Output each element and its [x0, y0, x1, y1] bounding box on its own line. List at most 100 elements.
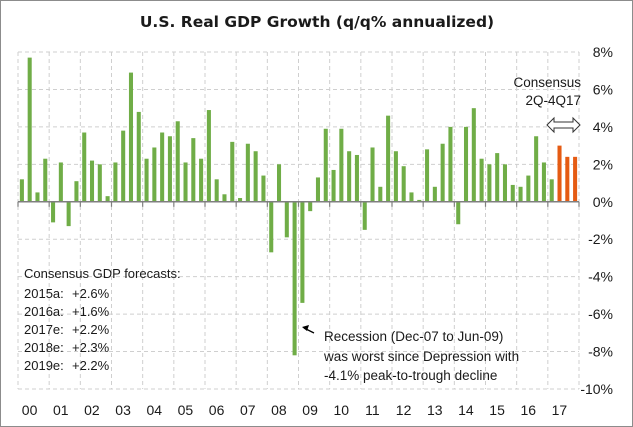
- x-tick-label: 00: [22, 402, 38, 418]
- bar-2017Q4: [573, 156, 578, 202]
- y-tick-label: -8%: [588, 344, 613, 360]
- bar-2009Q3: [315, 177, 321, 202]
- bar-2011Q3: [378, 186, 383, 202]
- bar-2007Q3: [253, 151, 258, 202]
- bar-2002Q3: [97, 164, 102, 202]
- bar-2011Q1: [362, 201, 367, 230]
- bar-2016Q1: [518, 186, 523, 202]
- bar-2004Q4: [167, 136, 172, 202]
- y-tick-label: -10%: [580, 381, 613, 397]
- x-tick-label: 07: [240, 402, 256, 418]
- bar-2016Q4: [541, 162, 546, 202]
- bar-2016Q3: [534, 136, 539, 202]
- bar-2005Q1: [175, 121, 180, 202]
- forecast-value: +2.3%: [72, 340, 110, 355]
- bar-2011Q2: [370, 147, 375, 202]
- forecast-value: +2.2%: [72, 322, 110, 337]
- bar-2015Q1: [487, 164, 492, 202]
- y-axis-ticks: 8% 6% 4% 2% 0% -2% -4% -6% -8% -10%: [580, 44, 613, 397]
- bar-2002Q1: [82, 132, 87, 202]
- x-tick-label: 10: [333, 402, 349, 418]
- gridlines: [17, 51, 580, 390]
- y-tick-label: -2%: [588, 231, 613, 247]
- bar-2010Q4: [354, 154, 359, 202]
- bars: [19, 57, 578, 356]
- bar-2003Q3: [128, 72, 134, 202]
- x-axis-ticks: 00 01 02 03 04 05 06 07 08 09 10 11 12 13 14 15 16 17: [22, 402, 568, 418]
- forecast-year: 2017e:: [24, 322, 64, 337]
- bar-2007Q4: [261, 175, 266, 202]
- bar-2002Q2: [89, 160, 95, 202]
- double-arrow-icon: [546, 116, 581, 134]
- consensus-label-line1: Consensus: [513, 75, 581, 90]
- chart-title: U.S. Real GDP Growth (q/q% annualized): [140, 13, 494, 31]
- x-tick-label: 14: [458, 402, 474, 418]
- bar-2005Q3: [191, 138, 196, 202]
- bar-2009Q4: [323, 128, 328, 202]
- x-tick-label: 02: [84, 402, 100, 418]
- x-tick-label: 13: [427, 402, 443, 418]
- bar-2000Q3: [35, 192, 40, 202]
- bar-2004Q2: [152, 147, 157, 202]
- forecasts-header: Consensus GDP forecasts:: [24, 266, 181, 281]
- bar-2005Q2: [183, 162, 188, 202]
- forecast-value: +2.2%: [72, 358, 110, 373]
- bar-2006Q4: [230, 141, 235, 202]
- y-tick-label: 4%: [593, 119, 613, 135]
- bar-2001Q3: [66, 201, 71, 227]
- bar-2006Q1: [206, 110, 211, 202]
- x-tick-label: 09: [302, 402, 318, 418]
- y-tick-label: 0%: [593, 194, 613, 210]
- x-tick-label: 06: [209, 402, 225, 418]
- bar-2007Q1: [238, 198, 243, 202]
- bar-2013Q2: [432, 186, 437, 202]
- forecast-year: 2018e:: [24, 340, 64, 355]
- bar-2009Q2: [308, 201, 313, 212]
- bar-2010Q1: [331, 169, 336, 202]
- x-tick-label: 15: [489, 402, 505, 418]
- bar-2004Q3: [160, 132, 165, 202]
- bar-2008Q1: [269, 201, 274, 253]
- x-tick-label: 05: [178, 402, 194, 418]
- forecast-value: +2.6%: [72, 286, 110, 301]
- x-tick-label: 03: [115, 402, 131, 418]
- bar-2006Q2: [214, 179, 219, 202]
- bar-2010Q3: [347, 151, 352, 202]
- forecast-value: +1.6%: [72, 304, 110, 319]
- bar-2001Q2: [58, 162, 63, 202]
- bar-2001Q4: [74, 181, 79, 202]
- axes: [17, 201, 580, 207]
- bar-2015Q2: [495, 153, 500, 202]
- bar-2003Q2: [121, 130, 126, 202]
- forecast-year: 2019e:: [24, 358, 64, 373]
- y-tick-label: -6%: [588, 306, 613, 322]
- x-tick-label: 11: [365, 402, 380, 418]
- x-tick-label: 04: [146, 402, 162, 418]
- bar-2017Q2: [557, 145, 562, 202]
- bar-2000Q4: [43, 158, 48, 202]
- bar-2003Q1: [113, 162, 118, 202]
- recession-note-line2: was worst since Depression with: [323, 349, 519, 364]
- bar-2000Q1: [19, 179, 24, 202]
- bar-2016Q2: [526, 175, 531, 202]
- bar-2008Q3: [284, 201, 289, 238]
- bar-2011Q4: [386, 115, 391, 202]
- x-tick-label: 08: [271, 402, 287, 418]
- y-tick-label: 2%: [593, 156, 613, 172]
- bar-2009Q1: [300, 201, 305, 303]
- recession-note-line1: Recession (Dec-07 to Jun-09): [324, 329, 503, 344]
- x-tick-label: 12: [396, 402, 412, 418]
- bar-2000Q2: [27, 57, 32, 202]
- bar-2006Q3: [222, 194, 227, 202]
- recession-note-line3: -4.1% peak-to-trough decline: [324, 368, 497, 383]
- bar-2014Q3: [471, 108, 476, 202]
- bar-2010Q2: [339, 128, 344, 202]
- x-tick-label: 01: [53, 402, 69, 418]
- bar-2012Q4: [417, 199, 422, 202]
- y-tick-label: 8%: [593, 44, 613, 60]
- bar-2015Q3: [502, 164, 508, 202]
- bar-2012Q3: [409, 192, 414, 202]
- bar-2014Q4: [479, 158, 484, 202]
